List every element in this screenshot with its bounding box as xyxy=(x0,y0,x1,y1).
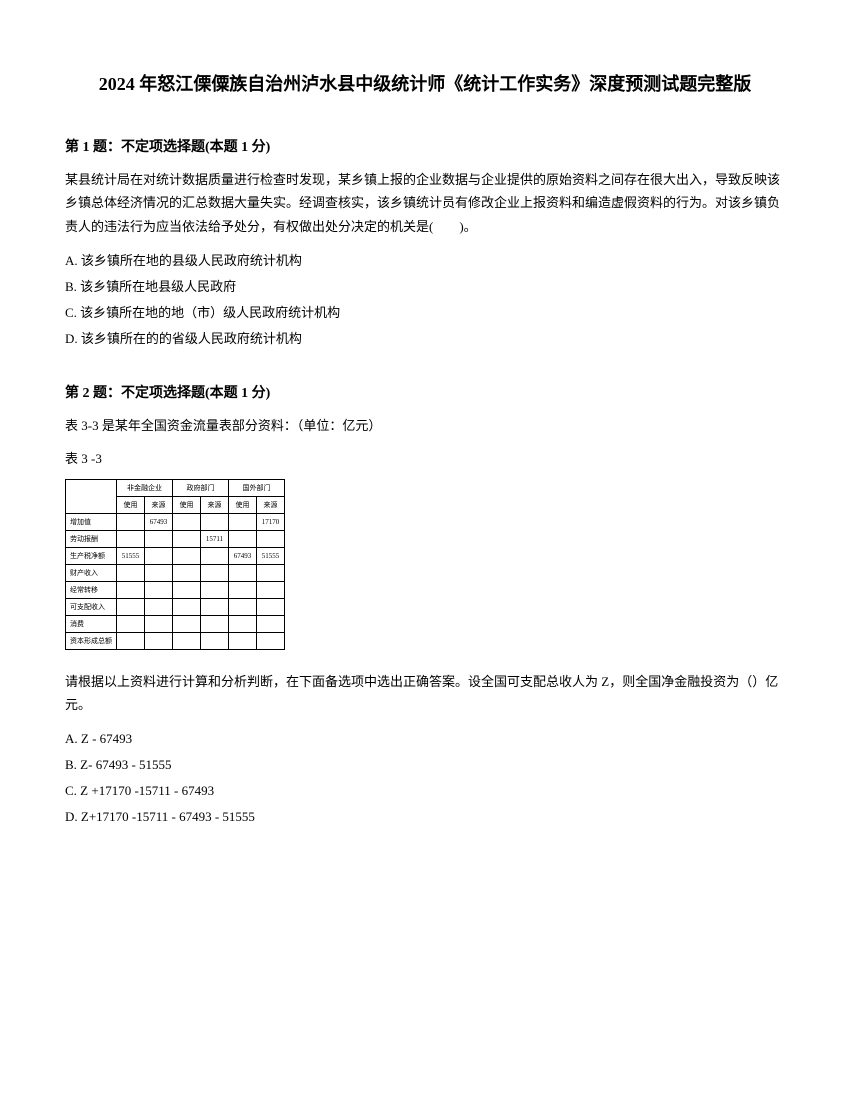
table-header-col3: 国外部门 xyxy=(229,479,285,496)
question-1-option-b: B. 该乡镇所在地县级人民政府 xyxy=(65,274,785,300)
question-2-header: 第 2 题：不定项选择题(本题 1 分) xyxy=(65,382,785,402)
table-sub-h6: 来源 xyxy=(257,496,285,513)
question-1-text: 某县统计局在对统计数据质量进行检查时发现，某乡镇上报的企业数据与企业提供的原始资… xyxy=(65,168,785,238)
table-row: 可支配收入 xyxy=(66,598,285,615)
question-2-text3: 请根据以上资料进行计算和分析判断，在下面备选项中选出正确答案。设全国可支配总收人… xyxy=(65,670,785,717)
table-sub-h2: 来源 xyxy=(145,496,173,513)
table-sub-h1: 使用 xyxy=(117,496,145,513)
table-sub-h3: 使用 xyxy=(173,496,201,513)
table-sub-h4: 来源 xyxy=(201,496,229,513)
document-title: 2024 年怒江傈僳族自治州泸水县中级统计师《统计工作实务》深度预测试题完整版 xyxy=(65,70,785,96)
table-header-col2: 政府部门 xyxy=(173,479,229,496)
question-2-option-a: A. Z - 67493 xyxy=(65,726,785,752)
question-1-option-a: A. 该乡镇所在地的县级人民政府统计机构 xyxy=(65,248,785,274)
question-1: 第 1 题：不定项选择题(本题 1 分) 某县统计局在对统计数据质量进行检查时发… xyxy=(65,136,785,352)
question-1-header: 第 1 题：不定项选择题(本题 1 分) xyxy=(65,136,785,156)
table-row: 经常转移 xyxy=(66,581,285,598)
table-sub-h5: 使用 xyxy=(229,496,257,513)
table-row: 消费 xyxy=(66,615,285,632)
question-1-option-c: C. 该乡镇所在地的地（市）级人民政府统计机构 xyxy=(65,300,785,326)
table-row: 劳动报酬 15711 xyxy=(66,530,285,547)
table-row: 资本形成总额 xyxy=(66,632,285,649)
question-2-option-d: D. Z+17170 -15711 - 67493 - 51555 xyxy=(65,804,785,830)
question-2-option-c: C. Z +17170 -15711 - 67493 xyxy=(65,778,785,804)
data-table: 非金融企业 政府部门 国外部门 使用 来源 使用 来源 使用 来源 增加值 67… xyxy=(65,479,285,650)
table-header-row-1: 非金融企业 政府部门 国外部门 xyxy=(66,479,285,496)
question-1-option-d: D. 该乡镇所在的的省级人民政府统计机构 xyxy=(65,326,785,352)
question-2: 第 2 题：不定项选择题(本题 1 分) 表 3-3 是某年全国资金流量表部分资… xyxy=(65,382,785,830)
table-header-col1: 非金融企业 xyxy=(117,479,173,496)
question-2-option-b: B. Z- 67493 - 51555 xyxy=(65,752,785,778)
table-row: 生产税净额 51555 67493 51555 xyxy=(66,547,285,564)
question-2-text1: 表 3-3 是某年全国资金流量表部分资料：（单位：亿元） xyxy=(65,414,785,437)
table-row: 财产收入 xyxy=(66,564,285,581)
table-caption: 表 3 -3 xyxy=(65,448,785,467)
table-row: 增加值 67493 17170 xyxy=(66,513,285,530)
